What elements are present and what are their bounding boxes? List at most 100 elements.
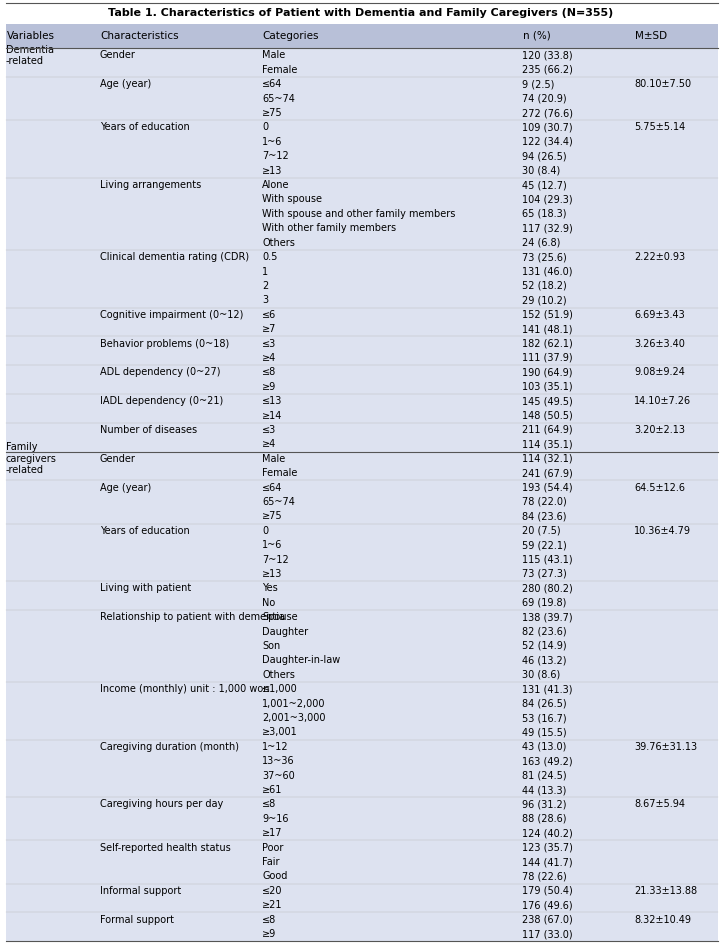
- Text: 59 (22.1): 59 (22.1): [522, 540, 567, 551]
- Text: Fair: Fair: [262, 857, 279, 867]
- Text: 21.33±13.88: 21.33±13.88: [634, 885, 697, 896]
- Text: Daughter-in-law: Daughter-in-law: [262, 656, 340, 665]
- Text: 65~74: 65~74: [262, 94, 295, 104]
- Text: 145 (49.5): 145 (49.5): [522, 396, 573, 406]
- Text: 81 (24.5): 81 (24.5): [522, 771, 567, 780]
- Text: Categories: Categories: [263, 31, 319, 41]
- Text: ≥3,001: ≥3,001: [262, 727, 298, 738]
- Text: 82 (23.6): 82 (23.6): [522, 626, 567, 637]
- Text: ≥9: ≥9: [262, 929, 277, 939]
- Text: Spouse: Spouse: [262, 612, 297, 622]
- Text: 182 (62.1): 182 (62.1): [522, 339, 573, 348]
- Text: 1~6: 1~6: [262, 137, 282, 147]
- Text: Others: Others: [262, 670, 295, 680]
- Text: Relationship to patient with dementia: Relationship to patient with dementia: [100, 612, 284, 622]
- Text: 45 (12.7): 45 (12.7): [522, 180, 567, 190]
- Text: With spouse: With spouse: [262, 195, 322, 204]
- Text: Years of education: Years of education: [100, 526, 189, 535]
- Text: Yes: Yes: [262, 584, 278, 593]
- Text: 152 (51.9): 152 (51.9): [522, 309, 573, 320]
- Text: 5.75±5.14: 5.75±5.14: [634, 122, 685, 132]
- Text: 1~6: 1~6: [262, 540, 282, 551]
- Text: 9 (2.5): 9 (2.5): [522, 79, 554, 89]
- Text: 3.26±3.40: 3.26±3.40: [634, 339, 684, 348]
- Text: With spouse and other family members: With spouse and other family members: [262, 209, 456, 219]
- Text: Years of education: Years of education: [100, 122, 189, 132]
- Text: 124 (40.2): 124 (40.2): [522, 829, 573, 838]
- Text: 114 (32.1): 114 (32.1): [522, 454, 573, 464]
- Text: 163 (49.2): 163 (49.2): [522, 756, 573, 766]
- Text: Formal support: Formal support: [100, 915, 173, 924]
- Text: ≤3: ≤3: [262, 339, 277, 348]
- Text: 117 (33.0): 117 (33.0): [522, 929, 573, 939]
- Text: ≤8: ≤8: [262, 915, 277, 924]
- Text: 52 (18.2): 52 (18.2): [522, 281, 567, 291]
- Text: 190 (64.9): 190 (64.9): [522, 367, 573, 377]
- Text: 141 (48.1): 141 (48.1): [522, 324, 573, 334]
- Text: Clinical dementia rating (CDR): Clinical dementia rating (CDR): [100, 252, 249, 262]
- Text: 131 (41.3): 131 (41.3): [522, 684, 573, 694]
- Text: 211 (64.9): 211 (64.9): [522, 425, 573, 435]
- Text: Behavior problems (0~18): Behavior problems (0~18): [100, 339, 229, 348]
- Text: ≥7: ≥7: [262, 324, 277, 334]
- Text: 46 (13.2): 46 (13.2): [522, 656, 567, 665]
- Text: 2: 2: [262, 281, 269, 291]
- Text: 2,001~3,000: 2,001~3,000: [262, 713, 326, 723]
- Text: IADL dependency (0~21): IADL dependency (0~21): [100, 396, 223, 406]
- Text: 131 (46.0): 131 (46.0): [522, 267, 573, 276]
- Text: 78 (22.0): 78 (22.0): [522, 497, 567, 507]
- Text: 74 (20.9): 74 (20.9): [522, 94, 567, 104]
- Text: Table 1. Characteristics of Patient with Dementia and Family Caregivers (N=355): Table 1. Characteristics of Patient with…: [108, 9, 614, 18]
- Text: 280 (80.2): 280 (80.2): [522, 584, 573, 593]
- Text: Son: Son: [262, 641, 280, 651]
- Text: 69 (19.8): 69 (19.8): [522, 598, 566, 607]
- Text: 30 (8.6): 30 (8.6): [522, 670, 560, 680]
- Text: 80.10±7.50: 80.10±7.50: [634, 79, 691, 89]
- Text: ≥75: ≥75: [262, 512, 283, 521]
- Text: Male: Male: [262, 454, 285, 464]
- Text: 104 (29.3): 104 (29.3): [522, 195, 573, 204]
- Text: Living arrangements: Living arrangements: [100, 180, 201, 190]
- Text: 114 (35.1): 114 (35.1): [522, 439, 573, 449]
- Text: Female: Female: [262, 468, 297, 478]
- Text: ≥4: ≥4: [262, 439, 277, 449]
- Text: 43 (13.0): 43 (13.0): [522, 742, 566, 752]
- Text: 123 (35.7): 123 (35.7): [522, 843, 573, 852]
- Text: 24 (6.8): 24 (6.8): [522, 237, 560, 248]
- Text: 49 (15.5): 49 (15.5): [522, 727, 567, 738]
- Text: ≥13: ≥13: [262, 166, 282, 176]
- Text: Age (year): Age (year): [100, 79, 151, 89]
- Text: 103 (35.1): 103 (35.1): [522, 382, 573, 392]
- Text: Alone: Alone: [262, 180, 290, 190]
- Text: ≥75: ≥75: [262, 108, 283, 118]
- Text: Age (year): Age (year): [100, 482, 151, 493]
- Text: ≥4: ≥4: [262, 353, 277, 363]
- Text: 39.76±31.13: 39.76±31.13: [634, 742, 697, 752]
- Text: With other family members: With other family members: [262, 223, 396, 234]
- Text: Female: Female: [262, 65, 297, 75]
- Text: 78 (22.6): 78 (22.6): [522, 871, 567, 882]
- Text: Others: Others: [262, 237, 295, 248]
- Bar: [6, 48, 718, 451]
- Text: Characteristics: Characteristics: [100, 31, 179, 41]
- Text: ≤8: ≤8: [262, 367, 277, 377]
- Text: ≤6: ≤6: [262, 309, 277, 320]
- Text: ≤13: ≤13: [262, 396, 282, 406]
- Text: 120 (33.8): 120 (33.8): [522, 50, 573, 61]
- Text: 179 (50.4): 179 (50.4): [522, 885, 573, 896]
- Text: 94 (26.5): 94 (26.5): [522, 151, 567, 161]
- Text: Gender: Gender: [100, 50, 136, 61]
- Text: Living with patient: Living with patient: [100, 584, 191, 593]
- Text: 122 (34.4): 122 (34.4): [522, 137, 573, 147]
- Text: 44 (13.3): 44 (13.3): [522, 785, 566, 795]
- Text: ≥17: ≥17: [262, 829, 282, 838]
- Text: 148 (50.5): 148 (50.5): [522, 411, 573, 421]
- Text: 96 (31.2): 96 (31.2): [522, 799, 567, 810]
- Text: ≥9: ≥9: [262, 382, 277, 392]
- Text: 117 (32.9): 117 (32.9): [522, 223, 573, 234]
- Text: ≥13: ≥13: [262, 569, 282, 579]
- Text: ≥14: ≥14: [262, 411, 282, 421]
- Text: 10.36±4.79: 10.36±4.79: [634, 526, 691, 535]
- Text: 144 (41.7): 144 (41.7): [522, 857, 573, 867]
- Text: Good: Good: [262, 871, 287, 882]
